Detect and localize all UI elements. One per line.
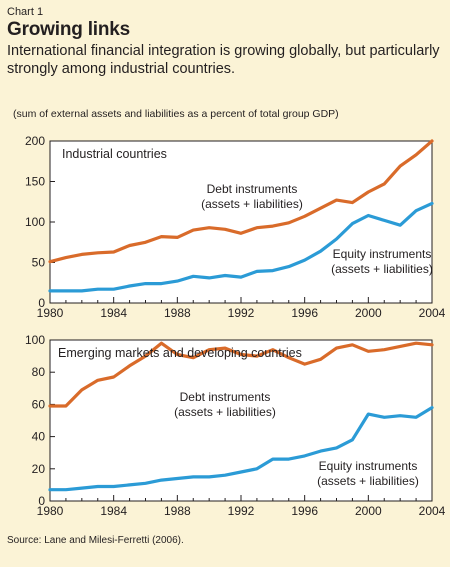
y-tick-label: 80 (32, 365, 46, 379)
series-label-equity: Equity instruments (assets + liabilities) (317, 459, 419, 488)
y-tick-label: 40 (32, 430, 46, 444)
panel-2: 0 20 40 60 80 100 1980 1984 1988 1992 1996 2000 2004… (25, 333, 446, 518)
y-tick-label: 200 (25, 134, 45, 148)
x-tick-label: 1988 (164, 504, 191, 518)
series-label-debt: Debt instruments (assets + liabilities) (174, 390, 276, 419)
y-tick-label: 0 (38, 296, 45, 310)
x-tick-label: 2004 (419, 504, 446, 518)
panel-title: Industrial countries (62, 147, 167, 161)
y-tick-label: 0 (38, 494, 45, 508)
y-tick-label: 50 (32, 256, 46, 270)
x-tick-label: 1992 (228, 504, 255, 518)
x-tick-label: 1980 (37, 504, 64, 518)
chart-label: Chart 1 (7, 6, 44, 18)
x-tick-label: 1988 (164, 306, 191, 320)
x-tick-label: 2000 (355, 504, 382, 518)
series-label-debt: Debt instruments (assets + liabilities) (201, 182, 303, 211)
x-tick-label: 2004 (419, 306, 446, 320)
x-tick-label: 1996 (291, 504, 318, 518)
y-tick-label: 150 (25, 175, 45, 189)
series-label-equity: Equity instruments (assets + liabilities) (331, 247, 433, 276)
source-note: Source: Lane and Milesi-Ferretti (2006). (7, 535, 184, 546)
x-tick-label: 1984 (100, 504, 127, 518)
y-tick-label: 60 (32, 397, 46, 411)
y-tick-label: 100 (25, 215, 45, 229)
units-note: (sum of external assets and liabilities … (13, 108, 339, 120)
chart-title: Growing links (7, 19, 131, 40)
x-tick-label: 2000 (355, 306, 382, 320)
y-tick-label: 100 (25, 333, 45, 347)
series-line-debt (48, 341, 434, 408)
x-tick-label: 1992 (228, 306, 255, 320)
x-tick-label: 1996 (291, 306, 318, 320)
panel-title: Emerging markets and developing countrie… (58, 346, 302, 360)
x-tick-label: 1984 (100, 306, 127, 320)
plot-area (49, 140, 433, 304)
x-tick-label: 1980 (37, 306, 64, 320)
panel-1: 0 50 100 150 200 1980 1984 1988 1992 1996 2000 2004… (25, 134, 446, 320)
y-tick-label: 20 (32, 462, 46, 476)
series-line-debt (48, 139, 434, 264)
chart-subtitle: International financial integration is g… (7, 43, 440, 77)
series-line-equity (48, 201, 434, 293)
series-line-equity (48, 406, 434, 492)
